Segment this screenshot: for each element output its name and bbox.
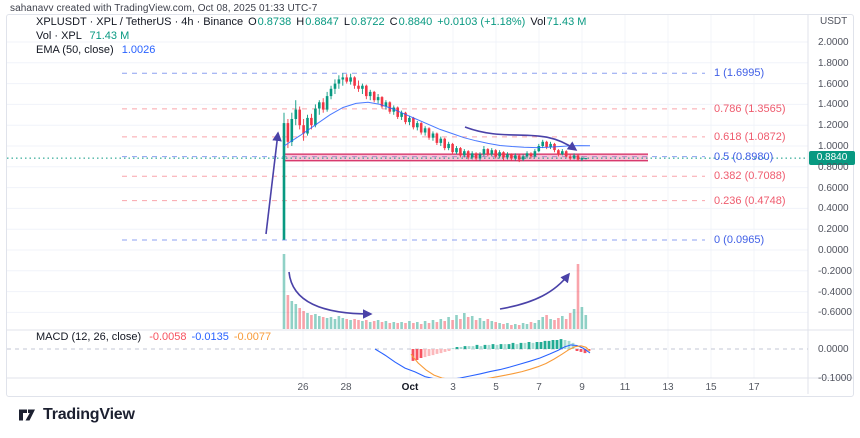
spike-up-arrow bbox=[265, 131, 282, 235]
time-axis-label: Oct bbox=[401, 382, 419, 393]
fib-level-label: 0 (0.0965) bbox=[714, 234, 765, 246]
symbol-legend[interactable]: XPLUSDT · XPL / TetherUS · 4h · Binance O… bbox=[36, 16, 586, 28]
fib-level-label: 0.786 (1.3565) bbox=[714, 103, 786, 115]
price-change: +0.0103 (+1.18%) bbox=[437, 16, 526, 28]
tradingview-logo[interactable]: TradingView bbox=[18, 406, 135, 424]
price-axis-label: -0.2000 bbox=[818, 266, 852, 277]
volume-key: Vol bbox=[530, 16, 546, 28]
price-axis-label: 0.4000 bbox=[818, 203, 849, 214]
price-axis-label: -0.6000 bbox=[818, 307, 852, 318]
macd-pane bbox=[7, 339, 808, 378]
attribution-text: sahanavv created with TradingView.com, O… bbox=[10, 3, 318, 14]
volume-legend-title: Vol · XPL bbox=[36, 30, 82, 42]
time-axis-label: 5 bbox=[493, 382, 499, 393]
ema-indicator-legend[interactable]: EMA (50, close) 1.0026 bbox=[36, 44, 155, 56]
fib-level-label: 1 (1.6995) bbox=[714, 67, 765, 79]
time-axis-label: 28 bbox=[340, 382, 352, 393]
macd-indicator-legend[interactable]: MACD (12, 26, close) -0.0058 -0.0135 -0.00… bbox=[36, 331, 271, 343]
volume-legend-value: 71.43 M bbox=[89, 30, 130, 42]
volume-indicator-legend[interactable]: Vol · XPL 71.43 M bbox=[36, 30, 129, 42]
tradingview-logo-icon bbox=[19, 409, 35, 421]
ohlc-value: 0.8722 bbox=[351, 16, 385, 28]
ohlc-key: L bbox=[343, 16, 351, 28]
fib-retracement-lines bbox=[122, 72, 705, 241]
price-axis-label: -0.1000 bbox=[818, 373, 852, 384]
time-axis-label: 13 bbox=[662, 382, 674, 393]
time-axis-label: 15 bbox=[705, 382, 717, 393]
price-axis-label: 0.0000 bbox=[818, 245, 849, 256]
ohlc-key: H bbox=[296, 16, 305, 28]
price-axis-label: 1.8000 bbox=[818, 58, 849, 69]
macd-value: -0.0058 bbox=[149, 331, 187, 343]
grid-lines bbox=[7, 15, 808, 378]
time-axis-label: 26 bbox=[297, 382, 309, 393]
price-axis-label: 1.4000 bbox=[818, 99, 849, 110]
price-axis-label: 0.8000 bbox=[818, 162, 849, 173]
price-axis-label: -0.4000 bbox=[818, 287, 852, 298]
tradingview-logo-text: TradingView bbox=[43, 406, 135, 423]
time-axis-label: 17 bbox=[748, 382, 760, 393]
time-axis-label: 7 bbox=[536, 382, 542, 393]
ema-legend-title: EMA (50, close) bbox=[36, 44, 114, 56]
ema50-line bbox=[283, 101, 591, 149]
time-axis-label: 11 bbox=[619, 382, 631, 393]
price-axis-label: 1.6000 bbox=[818, 79, 849, 90]
volume-series bbox=[282, 254, 588, 329]
ohlc-value: 0.8847 bbox=[305, 16, 339, 28]
axis-unit-label: USDT bbox=[820, 16, 848, 27]
ohlc-value: 0.8738 bbox=[257, 16, 292, 28]
time-axis-label: 3 bbox=[450, 382, 456, 393]
ohlc-key: O bbox=[248, 16, 257, 28]
fib-level-label: 0.5 (0.8980) bbox=[714, 151, 774, 163]
volume-rise-arrow bbox=[499, 272, 570, 310]
ohlc-value: 0.8840 bbox=[398, 16, 433, 28]
drawing-annotations[interactable] bbox=[265, 126, 578, 319]
price-axis-label: 2.0000 bbox=[818, 37, 849, 48]
volume-value: 71.43 M bbox=[546, 16, 587, 28]
ema-legend-value: 1.0026 bbox=[121, 44, 156, 56]
price-axis-label: 0.6000 bbox=[818, 183, 849, 194]
downtrend-arrow bbox=[464, 126, 578, 151]
price-axis-label: 1.2000 bbox=[818, 120, 849, 131]
volume-decline-arrow bbox=[288, 271, 373, 319]
macd-value: -0.0135 bbox=[191, 331, 229, 343]
price-axis-label: 1.0000 bbox=[818, 141, 849, 152]
macd-value: -0.0077 bbox=[233, 331, 272, 343]
fib-level-label: 0.236 (0.4748) bbox=[714, 195, 786, 207]
price-axis-label: 0.2000 bbox=[818, 224, 849, 235]
fib-level-label: 0.382 (0.7088) bbox=[714, 170, 786, 182]
last-price-badge: 0.8840 bbox=[809, 151, 855, 165]
fib-level-label: 0.618 (1.0872) bbox=[714, 131, 786, 143]
time-axis-label: 9 bbox=[579, 382, 585, 393]
macd-legend-title: MACD (12, 26, close) bbox=[36, 331, 142, 343]
symbol-title: XPLUSDT · XPL / TetherUS · 4h · Binance bbox=[36, 16, 244, 28]
price-axis-label: 0.0000 bbox=[818, 344, 849, 355]
ohlc-key: C bbox=[389, 16, 398, 28]
